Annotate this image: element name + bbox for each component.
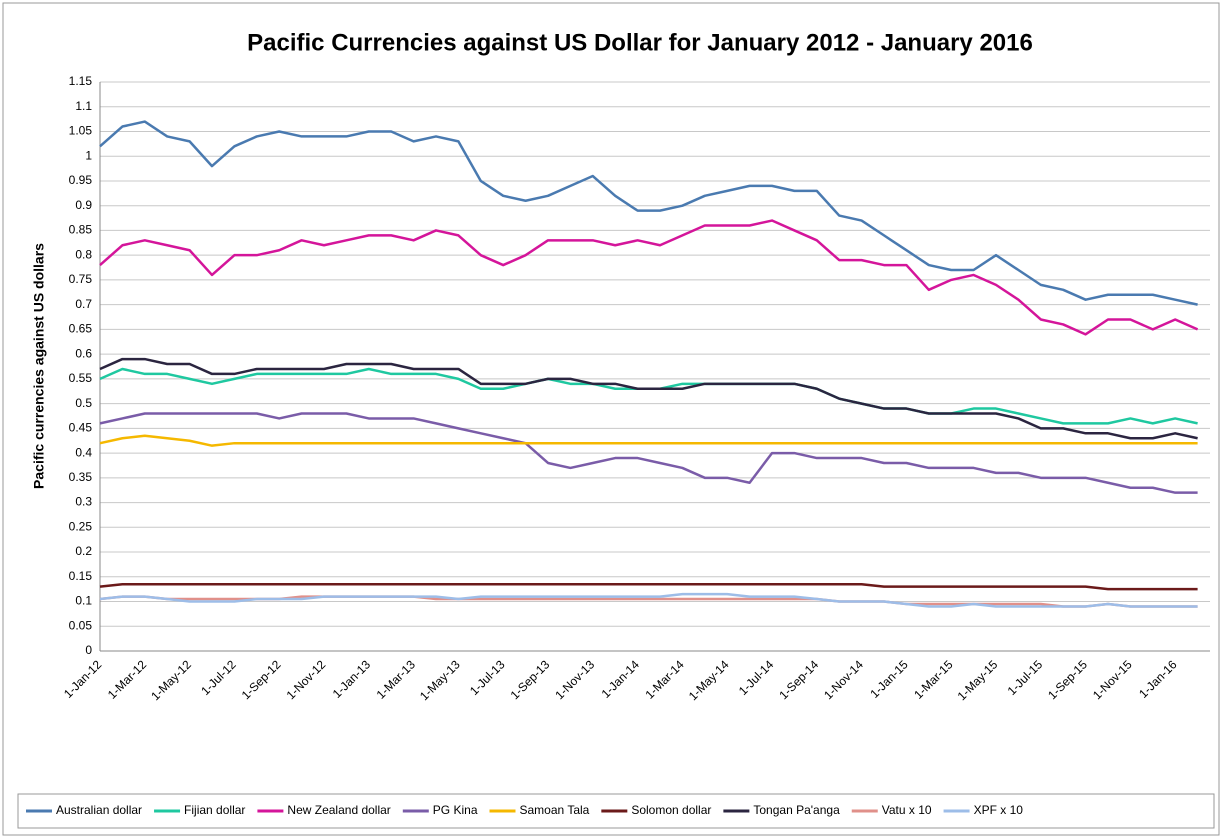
series-line (99, 592, 1198, 608)
chart-title: Pacific Currencies against US Dollar for… (247, 29, 1033, 56)
y-tick-label: 0.9 (75, 198, 92, 212)
legend-label: XPF x 10 (974, 803, 1024, 817)
legend-label: Tongan Pa'anga (753, 803, 840, 817)
y-tick-label: 1.05 (69, 124, 93, 138)
y-tick-label: 0.35 (69, 470, 93, 484)
series-line (99, 120, 1198, 306)
y-tick-label: 0.85 (69, 223, 93, 237)
series-line (99, 582, 1198, 591)
y-tick-label: 0.8 (75, 247, 92, 261)
y-tick-label: 0.75 (69, 272, 93, 286)
y-tick-label: 0.05 (69, 618, 93, 632)
series-line (99, 434, 1198, 447)
legend-label: New Zealand dollar (287, 803, 390, 817)
legend-label: Australian dollar (56, 803, 142, 817)
y-tick-label: 0 (85, 643, 92, 657)
series-line (99, 219, 1199, 336)
y-tick-label: 0.2 (75, 544, 92, 558)
y-tick-label: 0.7 (75, 297, 92, 311)
y-tick-label: 0.45 (69, 421, 93, 435)
y-tick-label: 0.1 (75, 594, 92, 608)
y-tick-label: 0.5 (75, 396, 92, 410)
y-tick-label: 1 (85, 148, 92, 162)
y-tick-label: 0.95 (69, 173, 93, 187)
y-tick-label: 1.15 (69, 74, 93, 88)
legend-label: PG Kina (433, 803, 478, 817)
y-tick-label: 0.15 (69, 569, 93, 583)
y-tick-label: 0.4 (75, 445, 92, 459)
y-tick-label: 0.6 (75, 346, 92, 360)
y-tick-label: 0.3 (75, 495, 92, 509)
legend-label: Samoan Tala (520, 803, 590, 817)
y-tick-label: 1.1 (75, 99, 92, 113)
series-line (99, 412, 1198, 494)
y-tick-label: 0.65 (69, 322, 93, 336)
y-tick-label: 0.55 (69, 371, 93, 385)
y-tick-label: 0.25 (69, 519, 93, 533)
y-axis-label: Pacific currencies against US dollars (31, 243, 47, 489)
legend-label: Solomon dollar (631, 803, 711, 817)
legend-label: Vatu x 10 (882, 803, 932, 817)
legend-label: Fijian dollar (184, 803, 245, 817)
series-line (99, 357, 1198, 440)
